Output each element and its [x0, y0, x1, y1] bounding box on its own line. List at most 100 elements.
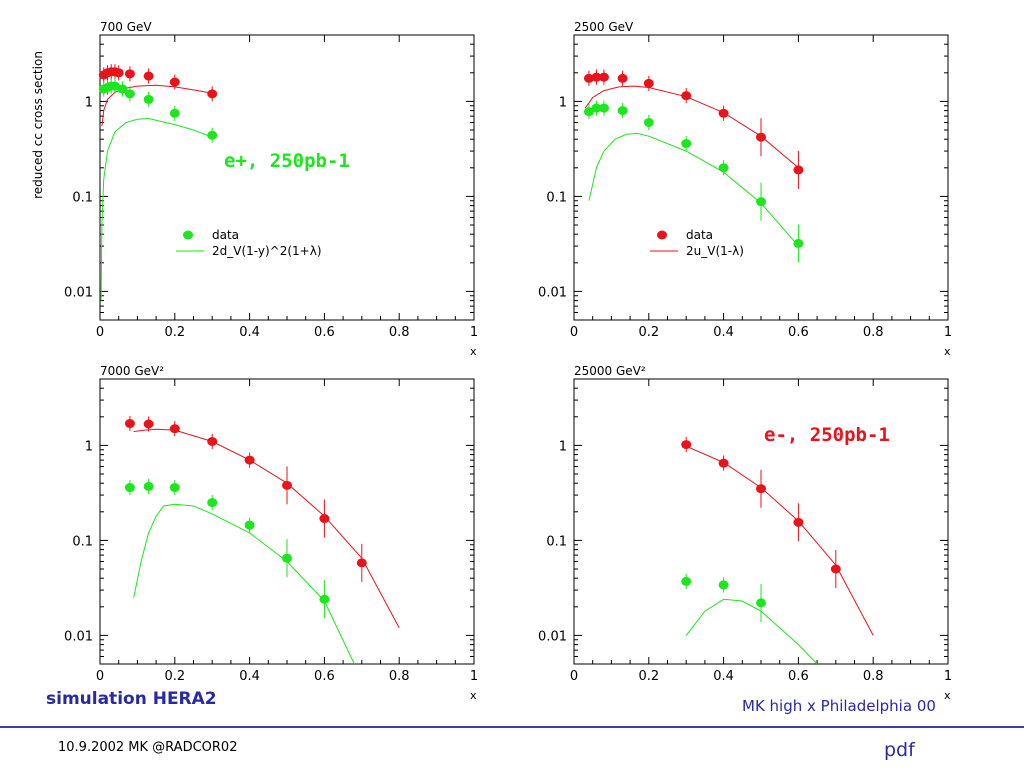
red-data-point	[718, 108, 729, 118]
x-tick-label: 1	[470, 669, 478, 684]
green-data-point	[681, 139, 692, 149]
x-tick-label: 0	[96, 325, 104, 340]
x-tick-label: 0.8	[389, 669, 410, 684]
x-tick-label: 0.6	[788, 669, 809, 684]
y-tick-label: 0.1	[72, 534, 93, 549]
panel-2: 2500 GeV data 2u_V(1-λ)	[573, 20, 949, 321]
green-data-point	[109, 81, 120, 91]
green-data-point	[207, 498, 218, 508]
red-theory-curve	[686, 445, 874, 636]
x-axis-label: x	[470, 345, 477, 358]
green-data-point	[169, 483, 180, 493]
x-tick-label: 1	[470, 325, 478, 340]
legend-curve-label: 2u_V(1-λ)	[686, 244, 744, 258]
x-tick-label: 0.8	[389, 325, 410, 340]
red-data-point	[718, 458, 729, 468]
legend-data-label: data	[212, 228, 239, 242]
green-data-point	[756, 598, 766, 608]
y-tick-label: 0.01	[64, 285, 93, 300]
x-tick-label: 0.2	[638, 325, 659, 340]
y-tick-label: 0.1	[72, 190, 93, 205]
red-data-point	[756, 132, 766, 142]
red-data-point	[681, 440, 692, 450]
red-data-point	[244, 455, 255, 465]
green-theory-curve	[133, 503, 355, 664]
red-data-point	[169, 77, 180, 87]
red-data-point	[282, 480, 292, 490]
green-data-point	[718, 580, 729, 590]
green-data-point	[681, 576, 692, 586]
x-tick-label: 0.6	[314, 325, 335, 340]
x-tick-label: 0	[570, 669, 578, 684]
legend-marker	[657, 230, 667, 240]
x-tick-label: 0.2	[638, 669, 659, 684]
source-label: MK high x Philadelphia 00	[742, 697, 936, 715]
red-theory-curve	[584, 85, 799, 169]
x-tick-label: 0.4	[713, 325, 734, 340]
green-data-point	[117, 84, 128, 94]
green-data-point	[583, 107, 594, 117]
x-tick-label: 0.6	[314, 669, 335, 684]
y-tick-label: 0.01	[64, 629, 93, 644]
green-data-point	[718, 163, 729, 173]
panel-frame	[99, 34, 475, 321]
red-data-point	[591, 72, 602, 82]
red-data-point	[681, 91, 692, 101]
x-tick-label: 0.4	[239, 669, 260, 684]
red-data-point	[643, 78, 654, 88]
red-data-point	[143, 419, 154, 429]
y-tick-label: 0.01	[538, 629, 567, 644]
simulation-label: simulation HERA2	[46, 689, 217, 709]
red-theory-curve	[101, 84, 213, 127]
x-tick-label: 0.2	[164, 669, 185, 684]
x-tick-label: 0	[96, 669, 104, 684]
x-axis-label: x	[470, 689, 477, 702]
green-data-point	[169, 108, 180, 118]
green-data-point	[244, 520, 255, 530]
y-tick-label: 1	[559, 95, 567, 110]
red-data-point	[356, 558, 367, 568]
panel-1: 700 GeV data 2d_V(1-y)^2(1+λ)	[98, 20, 475, 321]
y-tick-label: 0.01	[538, 285, 567, 300]
green-data-point	[756, 197, 766, 207]
red-data-point	[583, 73, 594, 83]
annotation-eplus: e+, 250pb-1	[224, 150, 350, 172]
red-data-point	[756, 484, 766, 494]
red-data-point	[319, 514, 330, 524]
red-data-point	[830, 564, 841, 574]
x-tick-label: 0.4	[239, 325, 260, 340]
red-data-point	[124, 69, 135, 79]
green-data-point	[617, 106, 628, 116]
green-theory-curve	[685, 598, 818, 664]
green-data-point	[143, 94, 154, 104]
legend-curve-label: 2d_V(1-y)^2(1+λ)	[212, 244, 322, 258]
red-data-point	[617, 73, 628, 83]
x-tick-label: 1	[944, 325, 952, 340]
red-data-point	[793, 517, 804, 527]
panel-3: 7000 GeV²	[99, 364, 475, 665]
green-data-point	[598, 103, 609, 113]
x-tick-label: 1	[944, 669, 952, 684]
x-tick-label: 0.4	[713, 669, 734, 684]
red-data-point	[793, 165, 804, 175]
footer-pdf: pdf	[884, 739, 915, 761]
green-data-point	[124, 483, 135, 493]
panel-label: 700 GeV	[100, 20, 152, 34]
green-data-point	[591, 103, 602, 113]
panel-label: 2500 GeV	[574, 20, 634, 34]
red-data-point	[207, 436, 218, 446]
red-data-point	[598, 72, 609, 82]
y-tick-label: 1	[85, 95, 93, 110]
red-data-point	[113, 68, 124, 78]
red-data-point	[169, 424, 180, 434]
y-tick-label: 0.1	[546, 534, 567, 549]
green-data-point	[793, 238, 804, 248]
green-data-point	[643, 117, 654, 127]
y-axis-label: reduced cc cross section	[31, 51, 45, 199]
red-theory-curve	[133, 428, 400, 629]
x-tick-label: 0.8	[863, 325, 884, 340]
footer-date: 10.9.2002 MK @RADCOR02	[58, 740, 238, 755]
y-tick-label: 0.1	[546, 190, 567, 205]
x-axis-label: x	[944, 689, 951, 702]
panel-frame	[573, 34, 949, 321]
